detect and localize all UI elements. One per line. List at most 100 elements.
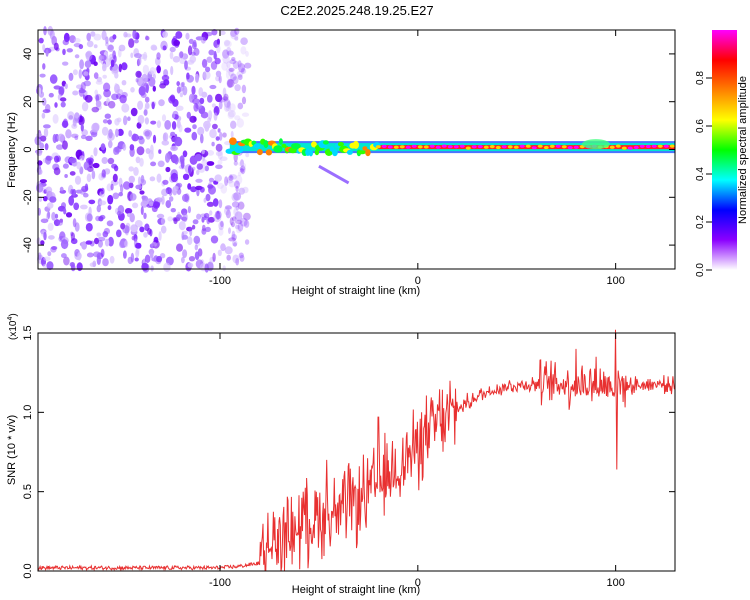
noise-blob: [135, 78, 139, 83]
noise-blob: [48, 92, 54, 98]
noise-blob: [206, 161, 215, 166]
noise-blob: [239, 168, 245, 173]
noise-blob: [241, 84, 247, 94]
noise-blob: [215, 70, 222, 78]
noise-blob: [79, 155, 85, 161]
noise-blob: [152, 73, 156, 80]
noise-blob: [219, 156, 228, 161]
noise-blob: [51, 246, 58, 250]
noise-blob: [235, 175, 243, 185]
noise-blob: [93, 61, 98, 66]
noise-blob: [245, 152, 250, 158]
noise-blob: [156, 65, 161, 74]
noise-blob: [226, 179, 233, 184]
noise-blob: [65, 129, 72, 139]
noise-blob: [100, 187, 105, 195]
noise-blob: [163, 132, 169, 142]
noise-blob: [238, 252, 244, 259]
noise-blob: [52, 133, 57, 144]
signal-core-dot: [477, 145, 483, 149]
noise-blob: [170, 131, 176, 137]
noise-blob: [239, 217, 248, 227]
noise-blob: [140, 206, 144, 216]
noise-blob: [228, 237, 237, 242]
snr-ytick-label: 0.0: [22, 563, 34, 578]
noise-blob: [172, 56, 181, 63]
noise-blob: [76, 84, 84, 89]
noise-blob: [107, 194, 114, 205]
noise-blob: [206, 150, 215, 156]
signal-blob: [281, 143, 287, 148]
noise-blob: [76, 161, 82, 170]
noise-blob: [194, 251, 200, 260]
noise-blob: [68, 195, 75, 206]
noise-blob: [210, 235, 219, 244]
noise-blob: [224, 176, 229, 187]
noise-blob: [88, 199, 96, 205]
noise-blob: [200, 133, 204, 144]
noise-blob: [231, 221, 235, 228]
noise-blob: [118, 48, 122, 58]
noise-blob: [140, 175, 145, 184]
signal-blob: [278, 138, 283, 145]
noise-blob: [206, 216, 211, 225]
noise-blob: [137, 100, 144, 111]
noise-blob: [218, 100, 223, 110]
noise-blob: [39, 73, 46, 78]
noise-blob: [194, 244, 198, 251]
signal-core-dot: [621, 146, 627, 150]
spectrogram-axes: -100 0 100 -40 -20 0 20 40: [22, 30, 675, 287]
noise-blob: [96, 204, 102, 213]
noise-blob: [54, 213, 59, 219]
signal-core-dot: [465, 146, 471, 150]
noise-blob: [222, 132, 227, 138]
noise-blob: [110, 183, 114, 191]
signal-core-dot: [483, 145, 489, 149]
signal-core-dot: [543, 145, 549, 150]
colorbar-ticks: 0.0 0.2 0.4 0.6 0.8: [695, 71, 712, 277]
noise-blob: [83, 161, 90, 171]
noise-blob: [213, 213, 222, 223]
noise-blob: [215, 151, 223, 157]
noise-blob: [200, 36, 206, 44]
noise-blob: [138, 86, 146, 96]
noise-blob: [231, 234, 237, 241]
noise-blob: [74, 175, 82, 185]
signal-blob: [357, 150, 367, 155]
noise-blob: [107, 205, 112, 211]
colorbar: 0.0 0.2 0.4 0.6 0.8 Normalized spectral ampl…: [695, 30, 749, 277]
noise-blob: [191, 95, 195, 100]
noise-blob: [92, 162, 100, 169]
noise-blob: [236, 70, 243, 78]
noise-blob: [179, 92, 183, 98]
noise-blob: [161, 114, 167, 122]
noise-blob: [93, 33, 102, 41]
signal-core-dot: [627, 146, 633, 150]
signal-core-dot: [633, 145, 639, 149]
noise-blob: [142, 64, 150, 75]
noise-blob: [91, 170, 96, 180]
noise-blob: [180, 159, 185, 169]
signal-core-dot: [495, 145, 501, 150]
noise-blob: [151, 241, 158, 247]
noise-blob: [182, 150, 188, 158]
noise-blob: [120, 222, 126, 230]
noise-blob: [176, 86, 181, 94]
noise-blob: [62, 163, 69, 169]
noise-blob: [194, 153, 203, 162]
noise-blob: [139, 226, 145, 233]
noise-blob: [146, 103, 150, 109]
noise-blob: [212, 252, 216, 262]
noise-blob: [236, 227, 242, 234]
snr-ylabel: SNR (10 * v/v): [6, 415, 18, 485]
noise-blob: [95, 100, 102, 108]
noise-blob: [217, 159, 223, 165]
spectrogram-panel: -100 0 100 -40 -20 0 20 40 Height of straight l…: [6, 25, 676, 297]
noise-blob: [229, 174, 233, 179]
noise-blob: [134, 53, 142, 59]
noise-blob: [128, 38, 135, 48]
noise-blob: [131, 133, 139, 142]
noise-blob: [62, 48, 66, 56]
noise-blob: [100, 248, 105, 258]
noise-blob: [135, 242, 142, 249]
